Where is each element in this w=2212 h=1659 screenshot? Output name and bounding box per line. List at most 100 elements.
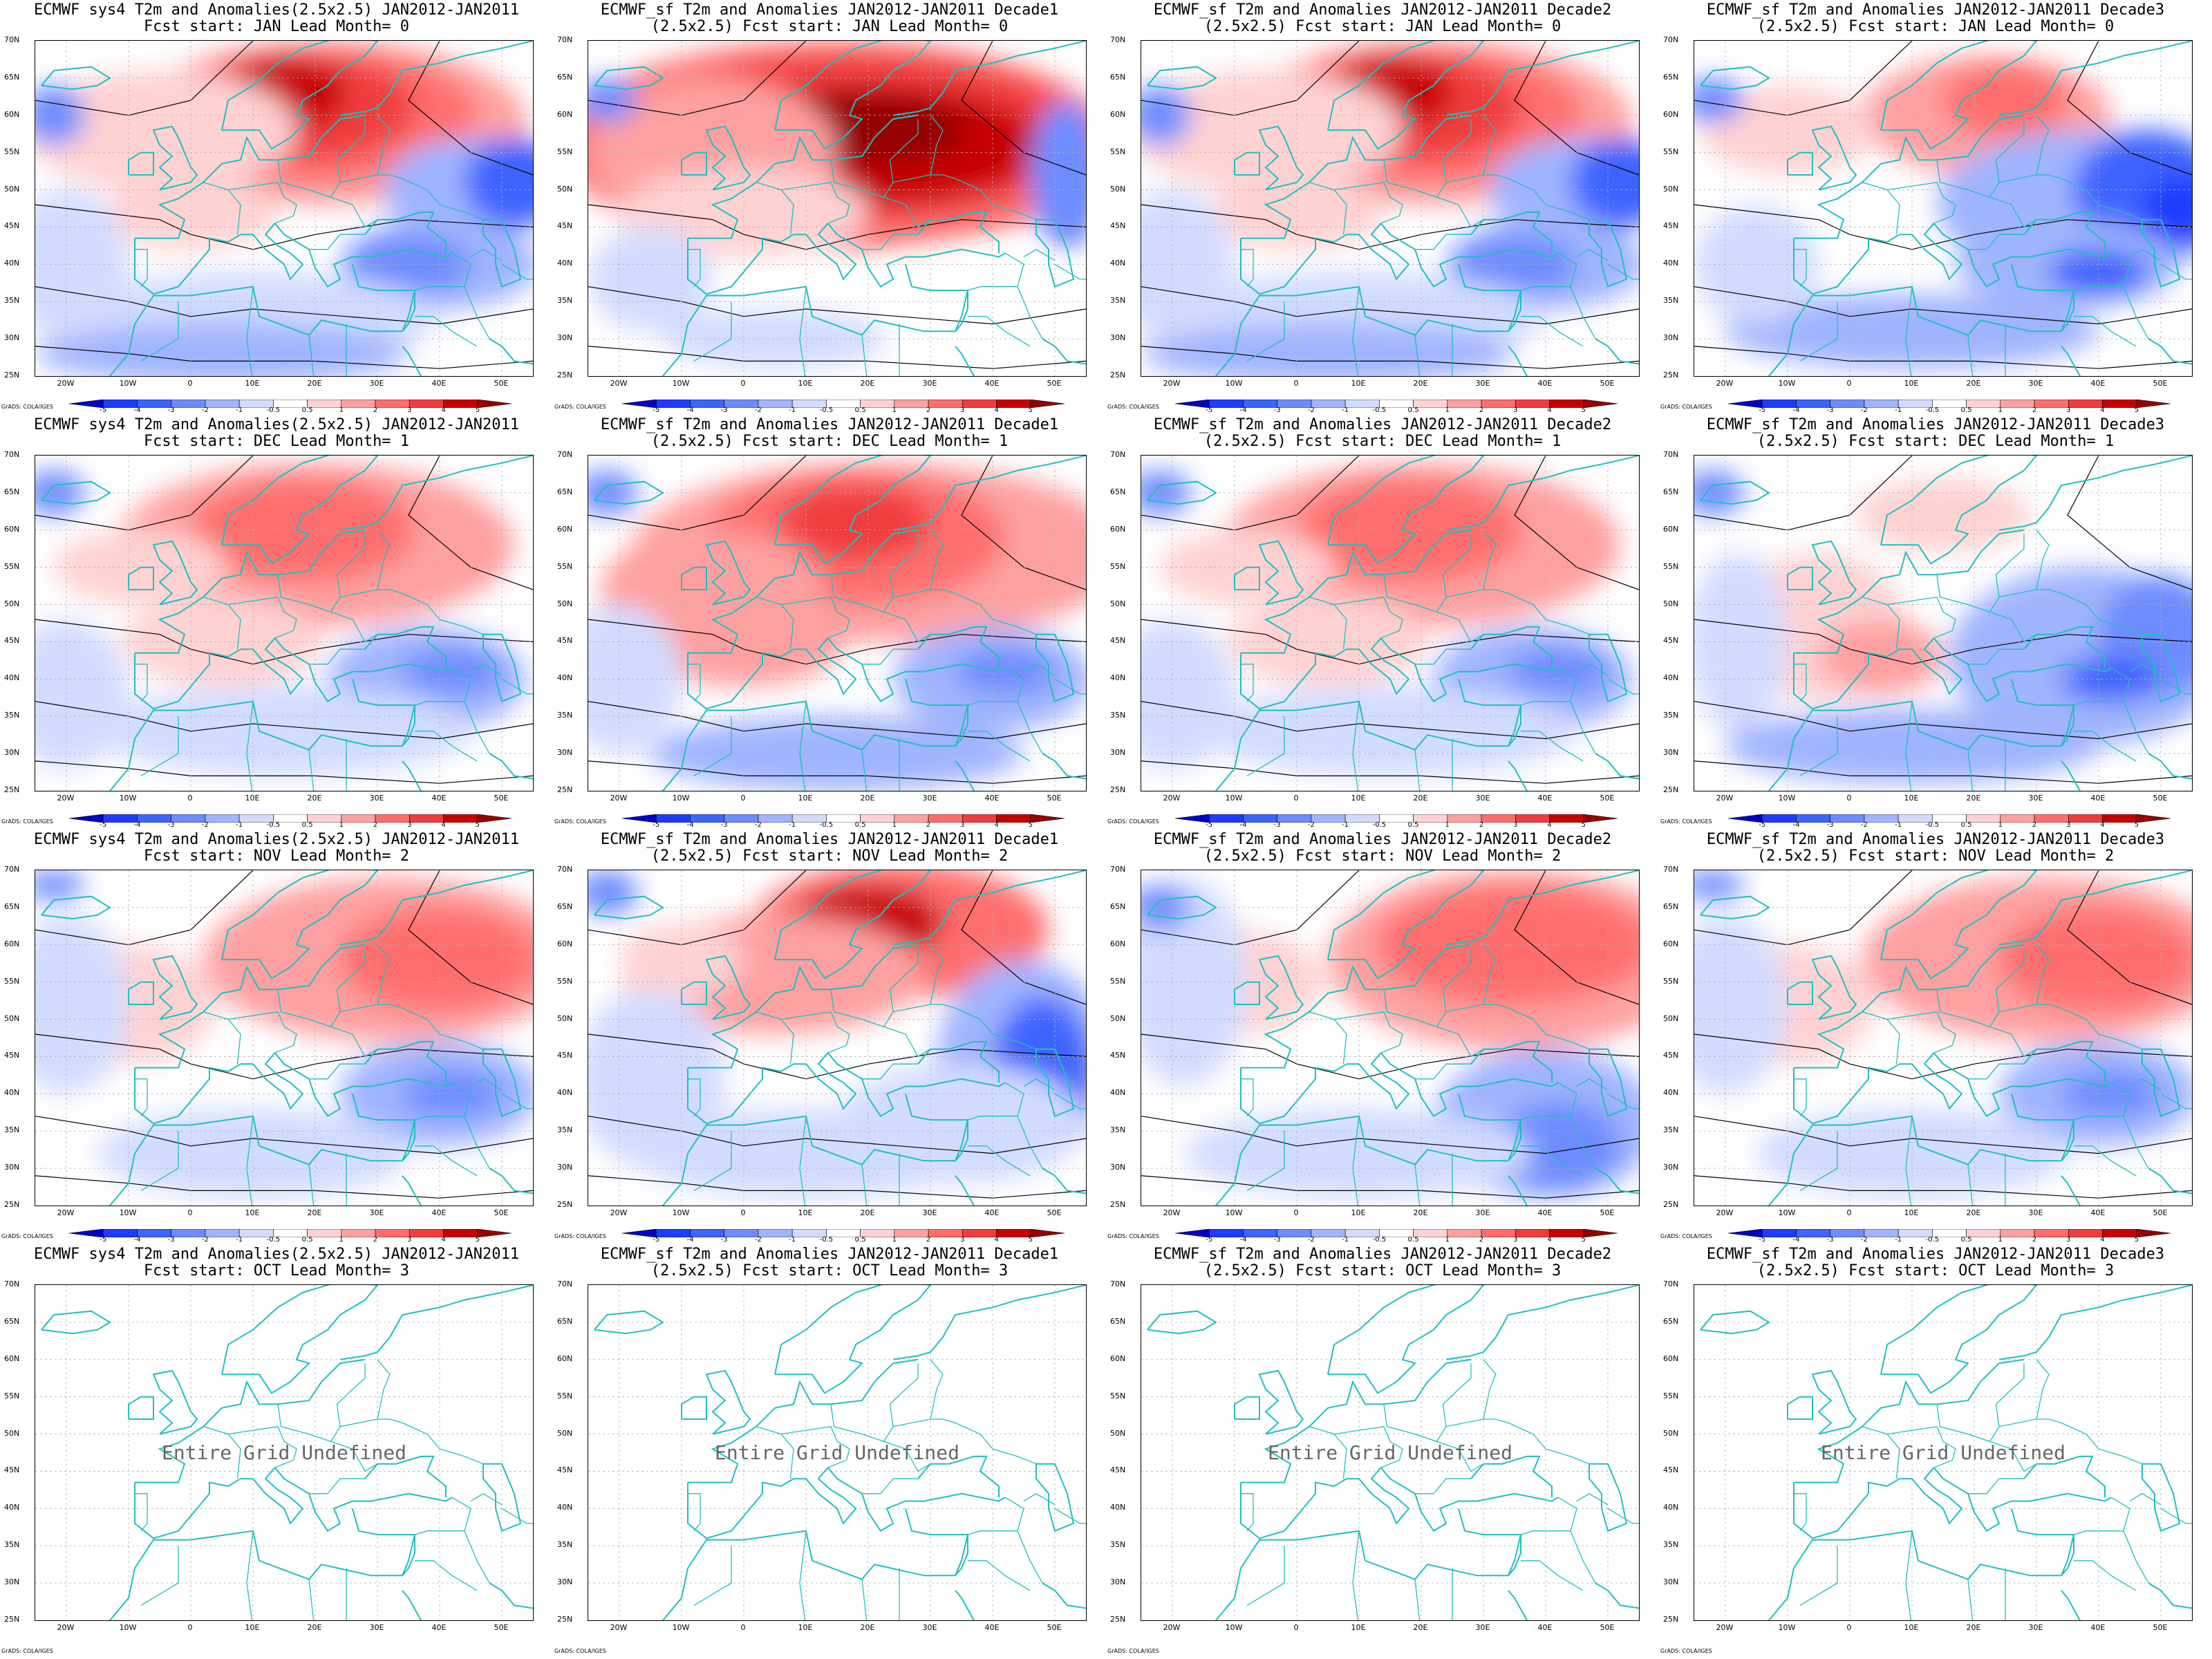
latitude-label: 30N: [1663, 1163, 1679, 1172]
longitude-label: 0: [187, 1623, 193, 1632]
country-border: [1521, 316, 1584, 347]
coastline: [2148, 1582, 2192, 1609]
colorbar-swatch: [2136, 1229, 2171, 1237]
grads-credit: GrADS: COLA/IGES: [1660, 1648, 1712, 1654]
latitude-label: 50N: [557, 184, 573, 194]
country-border: [1054, 1508, 1086, 1524]
longitude-label: 20W: [1163, 794, 1181, 803]
anomaly-region: [35, 189, 129, 339]
colorbar-label: 3: [407, 1236, 412, 1244]
grads-credit: GrADS: COLA/IGES: [554, 404, 606, 410]
country-border: [1557, 1497, 1596, 1584]
coastline: [1588, 218, 1628, 288]
colorbar-label: -3: [1273, 821, 1281, 829]
longitude-label: 20E: [1413, 379, 1428, 388]
country-border: [1415, 234, 1471, 250]
map-canvas: [1141, 870, 1639, 1206]
panel-title: ECMWF_sf T2m and Anomalies JAN2012-JAN20…: [1153, 1, 1612, 19]
country-border: [1309, 182, 1347, 235]
coastline: [134, 1478, 241, 1539]
colorbar-swatch: [1761, 1229, 1797, 1237]
colorbar-label: -3: [167, 1236, 175, 1244]
grads-credit: GrADS: COLA/IGES: [1660, 404, 1712, 410]
anomaly-region: [1141, 71, 1403, 190]
colorbar-label: 1: [1998, 821, 2003, 829]
coastline: [955, 346, 975, 376]
country-border: [439, 204, 484, 221]
colorbar-swatch: [1515, 1229, 1550, 1237]
colorbar-label: 0.5: [301, 406, 313, 414]
country-border: [439, 1448, 484, 1465]
country-border: [246, 1116, 254, 1206]
map-canvas: [1694, 1285, 2192, 1620]
latitude-label: 30N: [4, 748, 20, 758]
longitude-label: 10E: [245, 379, 260, 388]
latitude-label: 60N: [4, 1353, 20, 1363]
country-border: [1996, 1363, 2025, 1405]
country-border: [799, 286, 807, 376]
country-border: [1415, 1478, 1471, 1494]
longitude-label: 0: [1293, 1208, 1299, 1217]
coastline: [955, 760, 975, 791]
coastline: [1470, 1040, 1553, 1083]
anomaly-region: [955, 649, 1055, 694]
country-border: [1352, 286, 1360, 376]
country-border: [799, 701, 807, 791]
coastline: [1347, 637, 1410, 695]
country-border: [1576, 249, 1609, 261]
latitude-label: 45N: [1110, 221, 1126, 231]
coastline: [402, 346, 422, 376]
anomaly-region: [1508, 649, 1608, 694]
contour-line: [1694, 204, 2192, 250]
longitude-label: 50E: [2153, 1623, 2168, 1632]
latitude-label: 35N: [1663, 1540, 1679, 1550]
country-border: [1967, 1164, 1974, 1206]
coastline: [1240, 648, 1347, 710]
colorbar-swatch: [1481, 400, 1516, 408]
latitude-label: 60N: [1663, 1353, 1679, 1363]
country-border: [470, 249, 503, 261]
colorbar-swatch: [2136, 400, 2171, 408]
longitude-label: 20W: [57, 1208, 75, 1217]
country-border: [1521, 1560, 1584, 1591]
latitude-label: 50N: [1663, 184, 1679, 194]
coastline: [339, 41, 533, 116]
colorbar-label: -4: [686, 406, 694, 414]
coastline: [1458, 1508, 1521, 1576]
coastline: [1508, 346, 1528, 376]
longitude-label: 10W: [119, 379, 137, 388]
latitude-label: 25N: [557, 1615, 573, 1624]
country-border: [277, 989, 341, 1028]
country-border: [1054, 1093, 1086, 1109]
coastline: [1508, 1534, 1521, 1576]
latitude-label: 45N: [557, 636, 573, 646]
country-border: [1445, 589, 1546, 620]
colorbar-swatch: [690, 1229, 724, 1237]
coastline: [1700, 895, 1770, 920]
country-border: [1352, 1116, 1360, 1206]
colorbar-label: 5: [2134, 1236, 2139, 1244]
coastline: [1880, 1285, 2038, 1394]
map-canvas: [1141, 1285, 1639, 1620]
panel-subtitle: Fcst start: DEC Lead Month= 1: [143, 433, 410, 450]
colorbar-label: -0.5: [1372, 821, 1387, 829]
country-border: [1333, 182, 1403, 224]
coastline: [827, 637, 1006, 703]
country-border: [1520, 1116, 1571, 1121]
anomaly-map: [588, 870, 1087, 1206]
map-panel: ECMWF_sf T2m and Anomalies JAN2012-JAN20…: [1106, 415, 1659, 830]
coastline: [1700, 480, 1770, 505]
coastline: [2061, 290, 2074, 332]
longitude-label: 20W: [1716, 1208, 1734, 1217]
latitude-label: 50N: [557, 1428, 573, 1438]
colorbar-label: -1: [789, 821, 796, 829]
country-border: [967, 286, 1018, 291]
latitude-label: 50N: [1110, 1428, 1126, 1438]
anomaly-region: [619, 922, 744, 997]
grads-credit: GrADS: COLA/IGES: [1, 818, 53, 825]
coastline: [2061, 1175, 2081, 1206]
longitude-label: 0: [740, 794, 746, 803]
country-border: [308, 1164, 315, 1206]
colorbar-label: -2: [201, 406, 209, 414]
colorbar-label: 0.5: [1407, 821, 1419, 829]
